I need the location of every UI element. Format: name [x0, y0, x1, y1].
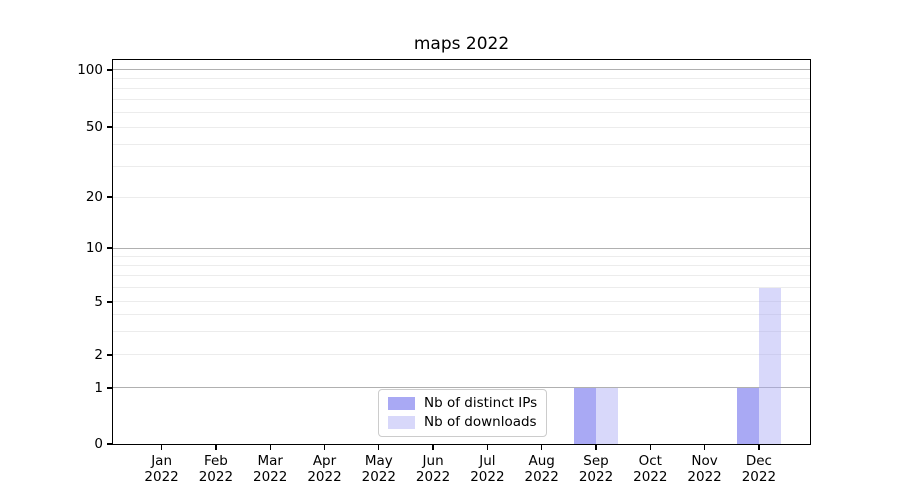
x-tick-mark: [215, 445, 217, 450]
legend: Nb of distinct IPs Nb of downloads: [378, 389, 548, 437]
gridline-minor: [113, 126, 810, 128]
gridline-minor: [113, 143, 810, 145]
x-tick-mark: [269, 445, 271, 450]
bar-downloads: [758, 287, 781, 444]
bar-downloads: [596, 387, 618, 444]
gridline-minor: [113, 314, 810, 316]
gridline-minor: [113, 354, 810, 356]
x-tick-mark: [595, 445, 597, 450]
x-tick-mark: [703, 445, 706, 450]
y-tick-mark: [107, 196, 112, 198]
y-tick-mark: [107, 69, 112, 71]
x-tick-mark: [378, 445, 380, 450]
y-axis-tick-label: 10: [85, 240, 103, 256]
gridline-minor: [113, 301, 810, 303]
y-axis-tick-label: 5: [94, 293, 103, 310]
x-tick-mark: [541, 445, 543, 450]
x-tick-mark: [486, 445, 489, 450]
legend-label: Nb of downloads: [424, 414, 537, 430]
gridline-minor: [113, 111, 810, 113]
x-axis-tick-label: Dec 2022: [741, 453, 777, 485]
x-axis-tick-label: Jan 2022: [144, 453, 179, 485]
x-axis-tick-label: Apr 2022: [307, 453, 342, 485]
y-axis-tick-label: 2: [94, 346, 103, 363]
y-tick-mark: [107, 443, 112, 445]
gridline-minor: [113, 330, 810, 332]
gridline-minor: [113, 264, 810, 266]
legend-item: Nb of distinct IPs: [388, 395, 537, 411]
legend-swatch-distinct-ips: [388, 396, 415, 410]
gridline-minor: [113, 78, 810, 80]
gridline-major: [113, 69, 810, 71]
gridline-minor: [113, 87, 810, 89]
x-tick-mark: [323, 445, 326, 450]
y-axis-tick-label: 50: [85, 119, 103, 135]
gridline-minor: [113, 275, 810, 277]
legend-item: Nb of downloads: [388, 414, 537, 430]
x-tick-mark: [758, 445, 760, 450]
x-axis-tick-label: Oct 2022: [633, 453, 668, 485]
x-tick-mark: [649, 445, 651, 450]
y-tick-mark: [107, 126, 112, 128]
gridline-minor: [113, 196, 810, 198]
gridline-minor: [113, 165, 810, 167]
gridline-minor: [113, 255, 810, 257]
legend-label: Nb of distinct IPs: [424, 395, 538, 411]
chart-title: maps 2022: [413, 34, 510, 54]
x-axis-tick-label: Mar 2022: [253, 453, 288, 485]
y-tick-mark: [107, 387, 112, 389]
y-axis-tick-label: 100: [77, 61, 103, 78]
x-tick-mark: [432, 445, 434, 450]
y-tick-mark: [107, 247, 112, 249]
gridline-major: [113, 387, 810, 389]
y-tick-mark: [107, 301, 112, 303]
x-axis-tick-label: Feb 2022: [198, 453, 234, 485]
y-axis-tick-label: 1: [94, 379, 103, 396]
y-axis-tick-label: 0: [94, 436, 103, 452]
bar-distinct-ips: [574, 387, 596, 444]
x-axis-tick-label: Sep 2022: [578, 453, 614, 485]
bar-distinct-ips: [737, 387, 759, 444]
plot-area: Nb of distinct IPs Nb of downloads: [112, 59, 811, 445]
x-axis-tick-label: Aug 2022: [524, 453, 559, 485]
legend-swatch-downloads: [388, 415, 415, 429]
gridline-minor: [113, 98, 810, 100]
x-tick-mark: [160, 445, 163, 450]
x-axis-tick-label: May 2022: [361, 453, 396, 485]
x-axis-tick-label: Jun 2022: [415, 453, 451, 485]
y-tick-mark: [107, 354, 112, 356]
x-axis-tick-label: Jul 2022: [470, 453, 505, 485]
x-axis-tick-label: Nov 2022: [687, 453, 722, 485]
gridline-minor: [113, 287, 810, 289]
gridline-major: [113, 247, 810, 249]
y-axis-tick-label: 20: [85, 189, 103, 205]
